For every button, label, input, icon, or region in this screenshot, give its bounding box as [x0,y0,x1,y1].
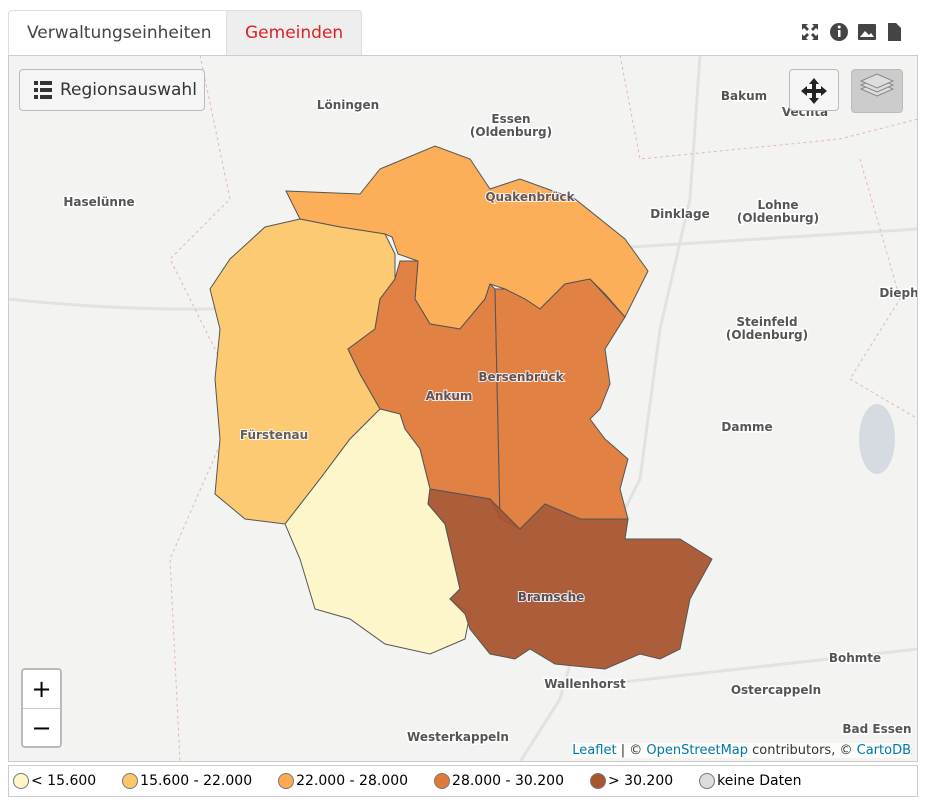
attribution-link[interactable]: Leaflet [572,743,617,758]
zoom-out[interactable]: − [31,714,52,742]
region-label: Bersenbrück [478,370,564,384]
tab[interactable]: Gemeinden [226,10,363,55]
attribution-link[interactable]: CartoDB [856,743,911,758]
layers-button[interactable] [851,69,903,113]
place-label: Damme [721,420,772,434]
region-label: Ankum [426,389,473,403]
legend-label: < 15.600 [31,773,97,789]
legend-item: 28.000 - 30.200 [430,773,564,789]
place-label: (Oldenburg) [726,328,808,342]
region[interactable] [427,488,713,670]
layers-icon [859,73,895,97]
legend-item: 15.600 - 22.000 [118,773,252,789]
pan-icon [801,78,827,104]
legend-label: 28.000 - 30.200 [452,773,564,789]
legend-label: > 30.200 [607,773,674,789]
legend-item: > 30.200 [586,773,673,789]
attribution-link[interactable]: OpenStreetMap [646,743,749,758]
tab[interactable]: Verwaltungseinheiten [8,10,231,55]
place-label: Dieph [879,286,918,300]
map-canvas: Quakenbrück Fürstenau Ankum Bersenbrück Bram… [9,56,918,761]
legend-label: keine Daten [717,773,802,789]
place-label: Löningen [317,98,379,112]
legend: < 15.600 15.600 - 22.000 22.000 - 28.000 28… [8,765,918,797]
place-label: Dinklage [650,207,710,221]
legend-label: 22.000 - 28.000 [296,773,409,789]
place-label: (Oldenburg) [737,211,819,225]
zoom-control: + − [21,668,62,748]
attribution: Leaflet | © OpenStreetMap contributors, … [572,743,911,758]
attribution-text: | © [620,743,643,758]
legend-item: keine Daten [695,773,802,789]
legend-swatch [699,773,716,789]
zoom-in[interactable]: + [23,670,60,709]
place-label: Wallenhorst [544,677,626,691]
place-label: Lohne [757,198,798,212]
place-label: Bakum [721,89,767,103]
legend-swatch [434,773,451,789]
attribution-text: contributors, © [752,743,853,758]
pan-button[interactable] [789,69,839,111]
region-label: Quakenbrück [485,190,575,204]
legend-item: < 15.600 [9,773,96,789]
list-icon [34,81,52,99]
region-button[interactable]: Regionsauswahl [19,69,205,111]
region-label: Bramsche [518,590,585,604]
place-label: Westerkappeln [407,730,509,744]
legend-swatch [589,773,606,789]
place-label: Ostercappeln [731,683,821,697]
place-label: Steinfeld [736,315,797,329]
map[interactable]: Quakenbrück Fürstenau Ankum Bersenbrück Bram… [8,55,918,762]
place-label: Essen [491,112,530,126]
place-label: Bad Essen [842,722,911,736]
place-label: (Oldenburg) [470,125,552,139]
toolbar-icons[interactable] [800,22,910,44]
legend-swatch [278,773,295,789]
place-label: Haselünne [63,195,134,209]
legend-label: 15.600 - 22.000 [140,773,253,789]
legend-item: 22.000 - 28.000 [274,773,408,789]
place-label: Bohmte [829,651,881,665]
region-label: Fürstenau [240,428,308,442]
legend-swatch [13,773,29,789]
legend-swatch [122,773,139,789]
